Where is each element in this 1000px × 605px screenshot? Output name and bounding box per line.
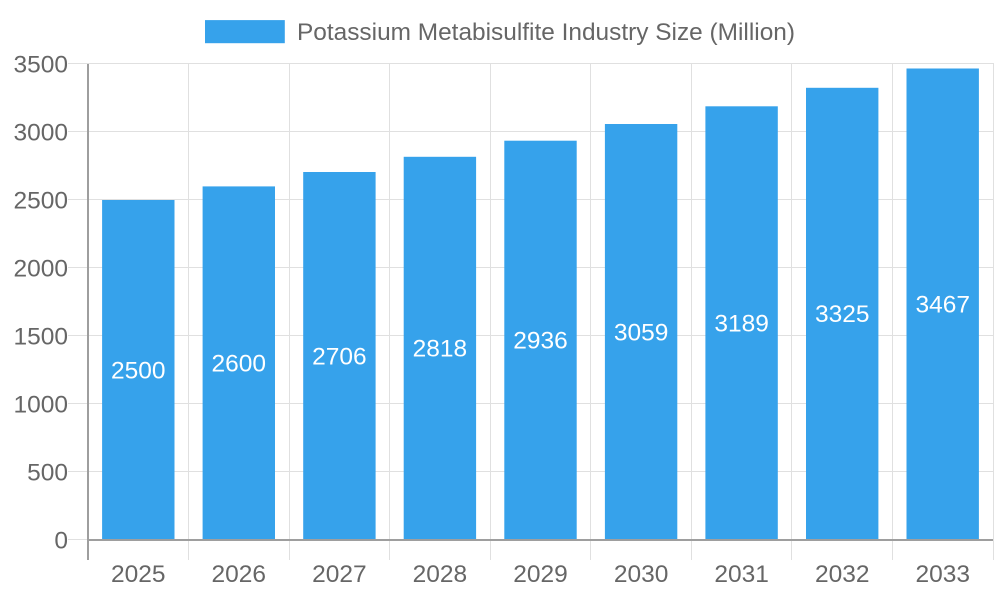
svg-text:2028: 2028 (413, 561, 468, 588)
svg-text:2032: 2032 (815, 561, 870, 588)
svg-text:2500: 2500 (111, 357, 166, 384)
svg-text:3059: 3059 (614, 319, 669, 346)
svg-text:3325: 3325 (815, 301, 870, 328)
svg-text:2027: 2027 (312, 561, 367, 588)
svg-text:1000: 1000 (13, 391, 68, 418)
svg-text:2500: 2500 (13, 187, 68, 214)
svg-text:2030: 2030 (614, 561, 669, 588)
svg-text:2600: 2600 (212, 351, 267, 378)
svg-text:3189: 3189 (714, 310, 769, 337)
svg-text:2029: 2029 (513, 561, 568, 588)
svg-text:3000: 3000 (13, 119, 68, 146)
svg-text:2026: 2026 (212, 561, 267, 588)
svg-text:3500: 3500 (13, 51, 68, 78)
svg-text:2818: 2818 (413, 336, 468, 363)
svg-text:2031: 2031 (714, 561, 769, 588)
svg-text:2033: 2033 (915, 561, 970, 588)
svg-text:2000: 2000 (13, 255, 68, 282)
svg-text:0: 0 (54, 527, 68, 554)
svg-text:2706: 2706 (312, 343, 367, 370)
svg-text:3467: 3467 (915, 292, 970, 319)
svg-text:2936: 2936 (513, 328, 568, 355)
svg-text:1500: 1500 (13, 323, 68, 350)
svg-text:Potassium Metabisulfite Indust: Potassium Metabisulfite Industry Size (M… (297, 19, 795, 46)
svg-text:500: 500 (27, 459, 68, 486)
svg-text:2025: 2025 (111, 561, 166, 588)
